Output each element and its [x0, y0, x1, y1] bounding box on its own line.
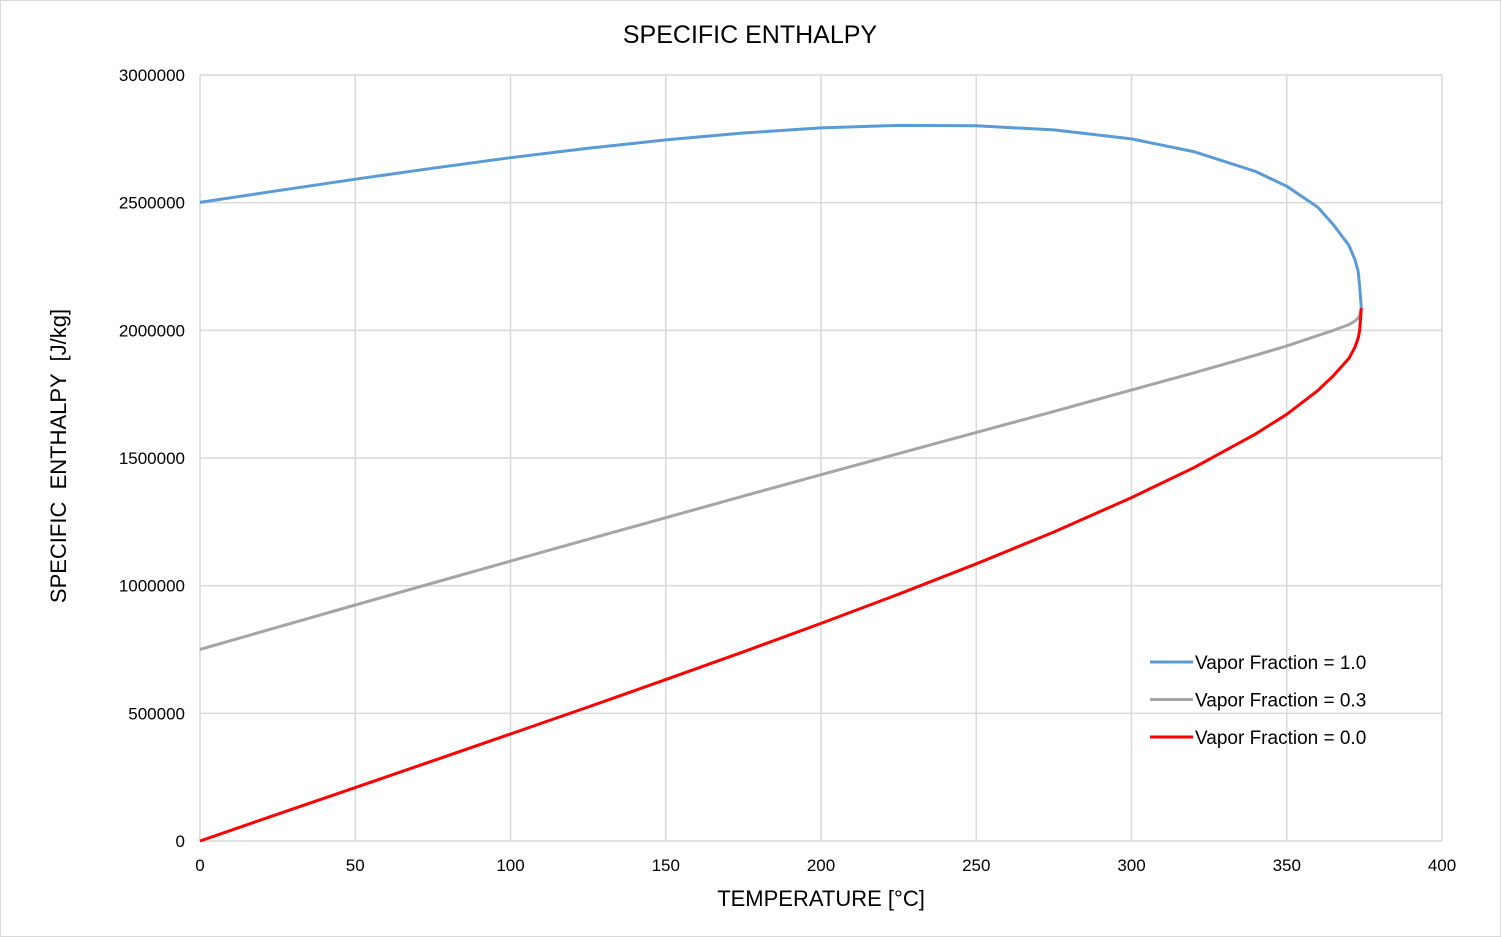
series-lines	[199, 123, 1363, 843]
legend-label-1: Vapor Fraction = 0.3	[1195, 691, 1366, 712]
x-tick-label: 100	[496, 856, 524, 875]
series-line-1	[199, 307, 1363, 651]
chart-title: SPECIFIC ENTHALPY	[623, 21, 878, 49]
legend-label-0: Vapor Fraction = 1.0	[1195, 653, 1366, 674]
x-axis-label: TEMPERATURE [°C]	[717, 886, 925, 911]
y-tick-label: 0	[176, 832, 185, 851]
y-tick-label: 1500000	[119, 449, 185, 468]
y-tick-label: 1000000	[119, 577, 185, 596]
tick-labels: 0 50 100 150 200 250 300 350 400 0 500000 1000000 15…	[119, 66, 1456, 875]
series-line-2	[199, 307, 1363, 843]
x-tick-label: 400	[1428, 856, 1456, 875]
x-tick-label: 350	[1273, 856, 1301, 875]
series-line-0	[199, 123, 1363, 309]
y-tick-label: 2500000	[119, 194, 185, 213]
y-tick-label: 2000000	[119, 321, 185, 340]
y-tick-label: 3000000	[119, 66, 185, 85]
x-tick-label: 0	[195, 856, 204, 875]
x-tick-label: 250	[962, 856, 990, 875]
x-tick-label: 300	[1117, 856, 1145, 875]
x-tick-label: 200	[807, 856, 835, 875]
legend: Vapor Fraction = 1.0 Vapor Fraction = 0.3…	[1150, 653, 1366, 749]
legend-label-2: Vapor Fraction = 0.0	[1195, 728, 1366, 749]
y-axis-label: SPECIFIC ENTHALPY [J/kg]	[46, 309, 71, 603]
x-tick-label: 50	[346, 856, 365, 875]
gridlines	[199, 74, 1443, 842]
y-tick-label: 500000	[128, 704, 185, 723]
x-tick-label: 150	[652, 856, 680, 875]
